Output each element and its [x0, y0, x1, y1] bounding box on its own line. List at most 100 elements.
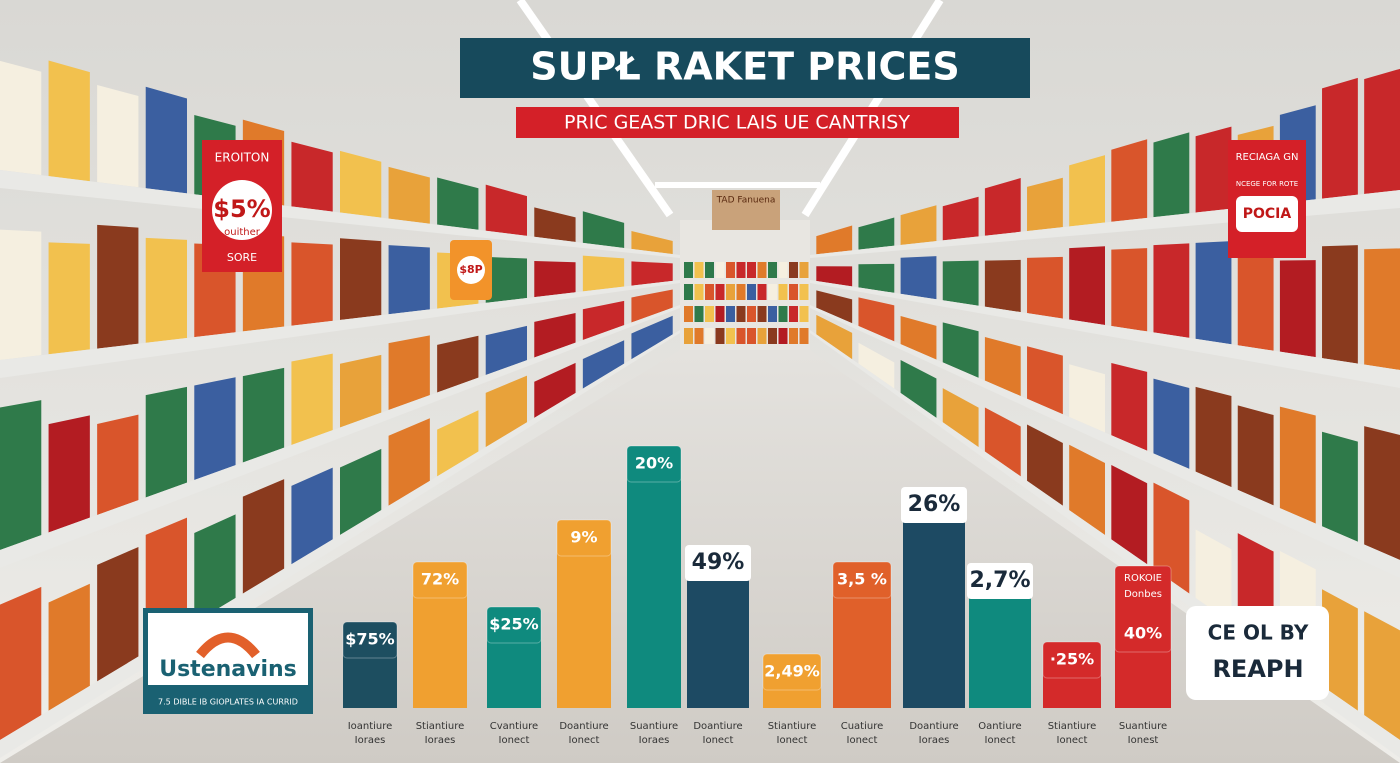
shelf-edge: [0, 170, 680, 258]
bar-caption: Doantiure: [693, 721, 742, 732]
title-banner: [460, 38, 1030, 98]
product: [388, 335, 430, 410]
bar-label: 2,49%: [764, 662, 820, 681]
bar: [557, 552, 611, 708]
badge-box: [1186, 606, 1329, 700]
product: [757, 306, 767, 322]
product: [984, 178, 1021, 236]
bar-caption: Suantiure: [630, 721, 678, 732]
product: [694, 306, 704, 322]
product: [1027, 346, 1063, 415]
product: [684, 262, 693, 278]
product: [900, 316, 937, 360]
product: [736, 284, 746, 300]
product: [145, 86, 187, 194]
product: [1279, 260, 1316, 358]
product: [858, 342, 895, 389]
logo-inner: [148, 613, 308, 685]
product: [437, 335, 479, 393]
product: [145, 237, 187, 343]
bar: [343, 654, 397, 708]
product: [694, 284, 704, 300]
product: [1111, 363, 1148, 451]
product: [1237, 405, 1274, 506]
product: [684, 328, 693, 344]
logo-name: Ustenavins: [159, 657, 297, 682]
product: [340, 448, 382, 535]
product: [534, 207, 576, 242]
product: [48, 242, 90, 355]
ceiling-light: [655, 182, 820, 188]
product: [816, 290, 853, 324]
product: [757, 284, 767, 300]
title: SUPŁ RAKET PRICES: [530, 45, 959, 89]
product: [145, 386, 187, 498]
product: [684, 306, 693, 322]
bar-label: 3,5 %: [837, 570, 887, 589]
product: [485, 375, 527, 448]
subtitle-banner: [516, 107, 959, 138]
shelf-edge: [810, 305, 1400, 578]
product: [242, 479, 285, 594]
bar-label-box: [342, 621, 398, 659]
bar-caption: Ionect: [1057, 735, 1088, 746]
product: [97, 224, 139, 349]
product: [0, 229, 42, 360]
overlay: TAD Fanuena SUPŁ RAKET PRICES PRIC GEAST…: [143, 38, 1329, 746]
left-sign-top: EROITON: [215, 151, 270, 165]
product: [1279, 406, 1316, 524]
bar-caption: Ionest: [1128, 735, 1159, 746]
product: [768, 284, 777, 300]
product: [900, 359, 937, 418]
product: [1195, 126, 1232, 213]
product: [799, 306, 809, 322]
product: [705, 306, 714, 322]
product: [582, 340, 625, 389]
product: [715, 306, 725, 322]
product: [705, 284, 714, 300]
product: [684, 284, 693, 300]
product: [1153, 243, 1190, 338]
product: [789, 284, 798, 300]
bar-caption: Oantiure: [978, 721, 1021, 732]
product: [1195, 386, 1232, 488]
product: [942, 196, 979, 241]
bar-caption: Ioraes: [425, 735, 456, 746]
product: [1153, 132, 1190, 218]
product: [194, 514, 236, 623]
small-sign-circle: [457, 256, 485, 284]
bar: [969, 595, 1031, 708]
product: [942, 322, 979, 378]
product: [768, 262, 777, 278]
bar-caption: Stiantiure: [416, 721, 465, 732]
bar: [413, 594, 467, 708]
product: [1027, 177, 1063, 232]
logo-tagline: 7.5 DIBLE IB GIOPLATES IA CURRID: [158, 698, 298, 707]
product: [858, 263, 895, 293]
bar-caption: Ionect: [569, 735, 600, 746]
product: [1069, 155, 1105, 227]
product: [582, 255, 625, 292]
product: [0, 60, 42, 176]
product: [291, 353, 333, 445]
product: [534, 312, 576, 358]
product: [778, 306, 788, 322]
product: [1153, 482, 1190, 594]
left-sign-bottom: SORE: [227, 251, 257, 264]
product: [789, 262, 798, 278]
product: [48, 60, 90, 182]
product: [1322, 77, 1358, 199]
product: [984, 259, 1021, 313]
product: [0, 586, 42, 740]
product: [705, 328, 714, 344]
product: [194, 377, 236, 480]
product: [437, 177, 479, 230]
bar-label: ·25%: [1050, 650, 1094, 669]
bar-caption: Ioraes: [639, 735, 670, 746]
bar-label: 20%: [635, 454, 673, 473]
product: [1322, 245, 1358, 364]
bar-caption: Stiantiure: [1048, 721, 1097, 732]
product: [1069, 364, 1105, 433]
product: [778, 328, 788, 344]
product: [388, 245, 430, 315]
